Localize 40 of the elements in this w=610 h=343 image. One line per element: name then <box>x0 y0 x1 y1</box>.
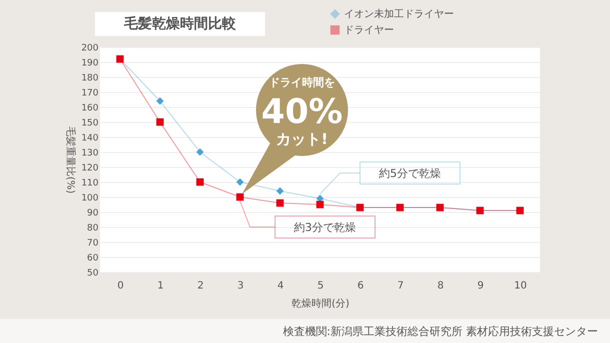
y-tick-label: 110 <box>81 178 99 188</box>
y-tick-label: 120 <box>81 164 99 174</box>
point <box>276 187 284 195</box>
x-tick-label: 8 <box>437 280 444 292</box>
y-tick-label: 100 <box>81 194 99 204</box>
y-tick-label: 180 <box>81 74 99 84</box>
text: 検査機関:新潟県工業技術総合研究所 素材応用技術支援センター <box>282 324 598 339</box>
y-tick-label: 80 <box>87 224 99 234</box>
y-tick-label: 70 <box>87 238 99 248</box>
y-tick-label: 140 <box>81 134 99 144</box>
y-tick-label: 160 <box>81 104 99 114</box>
x-tick-label: 5 <box>317 280 324 292</box>
x-tick-label: 10 <box>514 280 527 292</box>
y-axis-title: 毛髪重量比(%) <box>64 126 76 194</box>
annotation: 約5分で乾燥 <box>379 167 441 180</box>
legend-label: ドライヤー <box>344 25 394 36</box>
chart-title: 毛髪乾燥時間比較 <box>95 12 265 36</box>
annotation: ドライ時間を 40% カット! <box>261 76 343 148</box>
y-tick-label: 170 <box>81 88 99 98</box>
y-tick-label: 200 <box>81 44 99 54</box>
x-tick-label: 9 <box>477 280 484 292</box>
y-tick-label: 90 <box>87 208 99 218</box>
x-tick-label: 3 <box>237 280 244 292</box>
y-tick-label: 150 <box>81 118 99 128</box>
x-tick-label: 1 <box>157 280 164 292</box>
annotation: 約3分で乾燥 <box>294 221 356 234</box>
point <box>196 148 204 156</box>
point <box>236 178 244 186</box>
x-tick-label: 7 <box>397 280 404 292</box>
x-axis-title: 乾燥時間(分) <box>292 298 350 310</box>
point <box>156 97 164 105</box>
legend-label: イオン未加工ドライヤー <box>344 8 454 20</box>
x-tick-label: 2 <box>197 280 204 292</box>
y-tick-label: 190 <box>81 58 99 68</box>
y-tick-label: 50 <box>87 268 99 278</box>
x-tick-label: 6 <box>357 280 364 292</box>
x-tick-label: 0 <box>117 280 124 292</box>
y-tick-label: 130 <box>81 148 99 158</box>
y-tick-label: 60 <box>87 254 99 264</box>
x-tick-label: 4 <box>277 280 284 292</box>
